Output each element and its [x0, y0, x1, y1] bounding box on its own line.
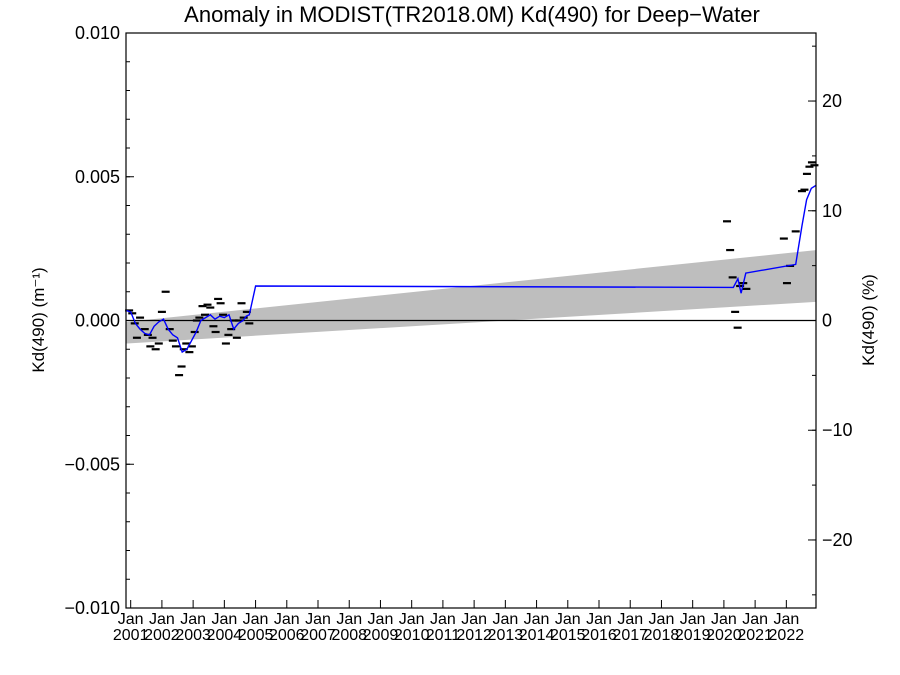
x-tick-label-year: 2009 [363, 627, 399, 644]
x-tick-label-year: 2004 [207, 627, 243, 644]
x-tick-label-year: 2001 [113, 627, 149, 644]
x-tick-label-year: 2022 [769, 627, 805, 644]
x-tick-label-month: Jan [773, 611, 799, 628]
x-tick-label-year: 2014 [519, 627, 555, 644]
x-tick-label-month: Jan [555, 611, 581, 628]
x-tick-label-year: 2019 [675, 627, 711, 644]
x-axis: Jan2001Jan2002Jan2003Jan2004Jan2005Jan20… [113, 600, 804, 644]
x-tick-label-year: 2011 [426, 627, 461, 644]
left-y-axis: −0.010 −0.005 0.000 0.005 0.010 [64, 23, 134, 618]
x-tick-label-year: 2008 [331, 627, 367, 644]
x-tick-label-month: Jan [524, 611, 550, 628]
left-y-tick-label: −0.010 [64, 598, 120, 618]
right-y-tick-label: 0 [822, 311, 832, 331]
x-tick-label-year: 2020 [706, 627, 742, 644]
x-tick-label-year: 2010 [394, 627, 430, 644]
x-tick-label-month: Jan [711, 611, 737, 628]
x-tick-label-year: 2016 [581, 627, 617, 644]
x-tick-label-month: Jan [430, 611, 456, 628]
x-tick-label-month: Jan [118, 611, 144, 628]
x-tick-label-year: 2021 [737, 627, 773, 644]
right-y-tick-label: −10 [822, 420, 853, 440]
x-tick-label-year: 2015 [550, 627, 586, 644]
chart-title: Anomaly in MODIST(TR2018.0M) Kd(490) for… [184, 2, 760, 27]
left-y-tick-label: 0.000 [75, 311, 120, 331]
x-tick-label-year: 2002 [144, 627, 180, 644]
x-tick-label-month: Jan [180, 611, 206, 628]
right-y-axis-label: Kd(490) (%) [859, 274, 878, 366]
x-tick-label-year: 2005 [238, 627, 274, 644]
right-y-axis: −20 −10 0 10 20 [808, 45, 853, 596]
x-tick-label-year: 2012 [456, 627, 492, 644]
x-tick-label-month: Jan [742, 611, 768, 628]
running-mean-layer [125, 184, 817, 354]
x-tick-label-year: 2017 [612, 627, 648, 644]
x-tick-label-year: 2003 [175, 627, 211, 644]
left-y-tick-label: 0.005 [75, 167, 120, 187]
right-y-tick-label: 20 [822, 91, 842, 111]
x-tick-label-month: Jan [461, 611, 487, 628]
right-y-tick-label: −20 [822, 530, 853, 550]
x-tick-label-year: 2018 [644, 627, 680, 644]
x-tick-label-month: Jan [243, 611, 269, 628]
x-tick-label-year: 2013 [488, 627, 524, 644]
x-tick-label-month: Jan [211, 611, 237, 628]
x-tick-label-month: Jan [649, 611, 675, 628]
x-tick-label-month: Jan [305, 611, 331, 628]
x-tick-label-year: 2007 [300, 627, 336, 644]
x-tick-label-month: Jan [368, 611, 394, 628]
x-tick-label-month: Jan [274, 611, 300, 628]
x-tick-label-month: Jan [617, 611, 643, 628]
x-tick-label-month: Jan [492, 611, 518, 628]
left-y-axis-label: Kd(490) (m⁻¹) [29, 267, 48, 372]
x-tick-label-month: Jan [586, 611, 612, 628]
x-tick-label-month: Jan [680, 611, 706, 628]
left-y-tick-label: −0.005 [64, 454, 120, 474]
x-tick-label-month: Jan [399, 611, 425, 628]
running-mean-line [125, 184, 817, 354]
x-tick-label-month: Jan [336, 611, 362, 628]
left-y-tick-label: 0.010 [75, 23, 120, 43]
x-tick-label-month: Jan [149, 611, 175, 628]
x-tick-label-year: 2006 [269, 627, 305, 644]
right-y-tick-label: 10 [822, 201, 842, 221]
